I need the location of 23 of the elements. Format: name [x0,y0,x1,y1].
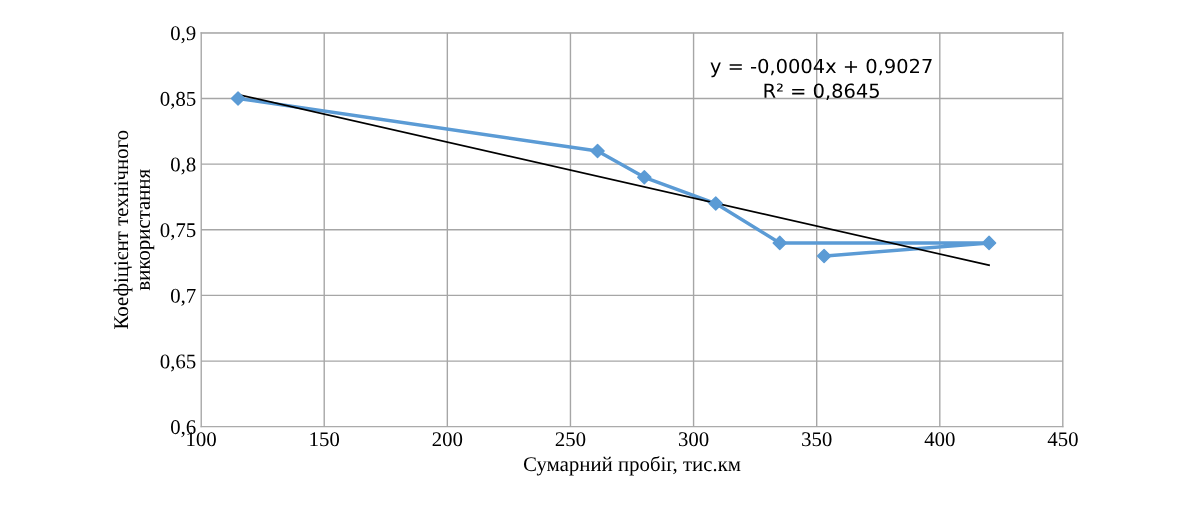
point [708,196,724,211]
x-tick-label: 450 [1047,432,1078,447]
point [981,235,997,251]
y-tick-label: 0,75 [160,223,196,241]
y-tick-label: 0,65 [160,354,196,372]
x-tick-label: 350 [802,432,832,447]
y-tick-label: 0,9 [170,26,196,44]
point [772,235,788,251]
x-tick-label: 400 [924,432,955,447]
x-tick-label: 200 [432,432,463,447]
point [816,248,832,264]
x-tick-label: 250 [555,432,586,447]
y-axis-title: Коефіцієнт технічного використання [113,130,155,329]
point [637,169,652,185]
point [590,143,605,159]
point [230,91,246,106]
y-tick-label: 0,8 [170,157,196,175]
y-tick-label: 0,85 [160,91,196,109]
x-tick-label: 150 [310,432,340,447]
x-tick-label: 300 [678,432,709,447]
annotation: y = -0,0004x + 0,9027 R² = 0,8645 [710,58,932,101]
x-axis-title: Сумарний пробіг, тис.км [523,456,741,476]
y-tick-label: 0,7 [170,288,196,306]
